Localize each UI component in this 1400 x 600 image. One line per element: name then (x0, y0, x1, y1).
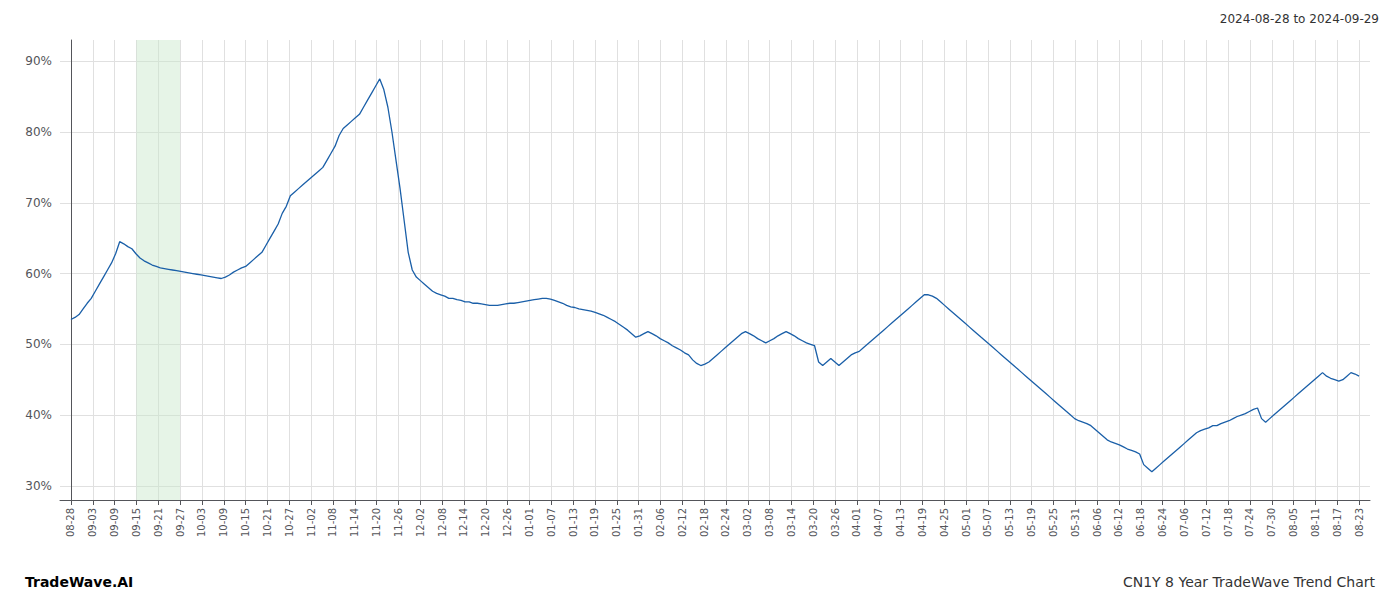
svg-text:04-07: 04-07 (873, 508, 884, 537)
svg-text:08-17: 08-17 (1332, 508, 1343, 537)
svg-text:07-18: 07-18 (1223, 508, 1234, 537)
svg-text:01-07: 01-07 (546, 508, 557, 537)
svg-text:TradeWave.AI: TradeWave.AI (25, 574, 133, 590)
svg-text:CN1Y 8 Year TradeWave Trend Ch: CN1Y 8 Year TradeWave Trend Chart (1123, 574, 1376, 590)
svg-text:12-02: 12-02 (415, 508, 426, 537)
svg-text:05-07: 05-07 (982, 508, 993, 537)
svg-text:07-06: 07-06 (1179, 508, 1190, 537)
svg-text:03-26: 03-26 (830, 508, 841, 537)
svg-text:03-14: 03-14 (786, 508, 797, 537)
svg-text:80%: 80% (25, 125, 52, 139)
svg-text:02-24: 02-24 (720, 508, 731, 537)
svg-text:08-23: 08-23 (1354, 508, 1365, 537)
svg-text:10-27: 10-27 (284, 508, 295, 537)
svg-text:60%: 60% (25, 267, 52, 281)
svg-text:07-12: 07-12 (1201, 508, 1212, 537)
svg-text:04-25: 04-25 (939, 508, 950, 537)
svg-text:06-12: 06-12 (1113, 508, 1124, 537)
svg-text:05-01: 05-01 (961, 508, 972, 537)
svg-text:03-08: 03-08 (764, 508, 775, 537)
svg-text:01-01: 01-01 (524, 508, 535, 537)
svg-text:01-31: 01-31 (633, 508, 644, 537)
svg-text:09-21: 09-21 (153, 508, 164, 537)
svg-text:06-18: 06-18 (1135, 508, 1146, 537)
svg-text:11-20: 11-20 (371, 508, 382, 537)
svg-text:90%: 90% (25, 54, 52, 68)
svg-text:2024-08-28 to 2024-09-29: 2024-08-28 to 2024-09-29 (1220, 12, 1379, 26)
svg-text:08-05: 08-05 (1288, 508, 1299, 537)
svg-text:06-06: 06-06 (1092, 508, 1103, 537)
svg-text:70%: 70% (25, 196, 52, 210)
svg-text:04-01: 04-01 (851, 508, 862, 537)
svg-text:03-20: 03-20 (808, 508, 819, 537)
svg-text:12-14: 12-14 (458, 508, 469, 537)
svg-text:10-15: 10-15 (240, 508, 251, 537)
svg-text:05-31: 05-31 (1070, 508, 1081, 537)
svg-text:12-20: 12-20 (480, 508, 491, 537)
svg-text:40%: 40% (25, 408, 52, 422)
svg-text:10-09: 10-09 (218, 508, 229, 537)
svg-text:12-08: 12-08 (437, 508, 448, 537)
svg-text:09-27: 09-27 (175, 508, 186, 537)
svg-text:02-12: 02-12 (677, 508, 688, 537)
svg-text:08-11: 08-11 (1310, 508, 1321, 537)
svg-text:09-09: 09-09 (109, 508, 120, 537)
svg-text:05-13: 05-13 (1004, 508, 1015, 537)
svg-text:03-02: 03-02 (742, 508, 753, 537)
svg-text:05-25: 05-25 (1048, 508, 1059, 537)
svg-text:50%: 50% (25, 337, 52, 351)
svg-text:04-13: 04-13 (895, 508, 906, 537)
svg-text:02-06: 02-06 (655, 508, 666, 537)
svg-text:07-30: 07-30 (1266, 508, 1277, 537)
svg-text:05-19: 05-19 (1026, 508, 1037, 537)
svg-text:10-21: 10-21 (262, 508, 273, 537)
svg-text:04-19: 04-19 (917, 508, 928, 537)
svg-text:01-13: 01-13 (568, 508, 579, 537)
svg-text:12-26: 12-26 (502, 508, 513, 537)
svg-text:01-19: 01-19 (589, 508, 600, 537)
svg-text:10-03: 10-03 (196, 508, 207, 537)
svg-text:08-28: 08-28 (65, 508, 76, 537)
svg-text:11-02: 11-02 (306, 508, 317, 537)
svg-text:02-18: 02-18 (699, 508, 710, 537)
svg-text:11-08: 11-08 (327, 508, 338, 537)
svg-text:01-25: 01-25 (611, 508, 622, 537)
svg-text:11-26: 11-26 (393, 508, 404, 537)
svg-text:06-24: 06-24 (1157, 508, 1168, 537)
svg-text:07-24: 07-24 (1244, 508, 1255, 537)
svg-text:09-03: 09-03 (87, 508, 98, 537)
svg-text:30%: 30% (25, 479, 52, 493)
svg-text:09-15: 09-15 (131, 508, 142, 537)
svg-text:11-14: 11-14 (349, 508, 360, 537)
